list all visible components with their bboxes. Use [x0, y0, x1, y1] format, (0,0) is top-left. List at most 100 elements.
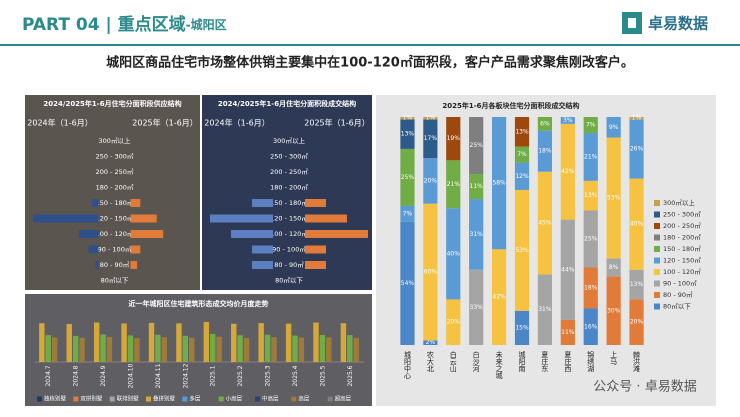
bar — [130, 199, 141, 207]
data-label: 1% — [403, 115, 413, 122]
bar — [264, 334, 271, 362]
category-label: 300㎡以上 — [99, 136, 131, 145]
category-label: 100 - 120㎡ — [96, 229, 134, 238]
category-label: 250 - 300㎡ — [96, 152, 134, 161]
bar-segment — [514, 117, 530, 147]
data-label: 18% — [584, 285, 598, 292]
bar — [216, 336, 222, 362]
bar-segment — [560, 319, 575, 345]
bar-segment — [469, 199, 484, 270]
bar — [231, 230, 273, 238]
bar — [130, 245, 141, 254]
data-label: 16% — [584, 323, 598, 330]
category-label: 250 - 300㎡ — [270, 152, 308, 161]
x-tick-label: 夏庄西 — [564, 351, 572, 373]
data-label: 11% — [470, 183, 484, 190]
data-label: 53% — [515, 247, 529, 254]
bar-segment — [629, 269, 644, 300]
data-label: 30% — [607, 307, 621, 314]
bar-segment — [514, 189, 530, 311]
data-label: 1% — [632, 115, 642, 122]
data-label: 15% — [515, 324, 529, 331]
data-label: 2% — [426, 339, 436, 346]
legend-label: 超高层 — [335, 395, 352, 403]
data-label: 13% — [515, 128, 529, 135]
bar-segment — [491, 117, 507, 250]
legend-swatch — [146, 396, 151, 402]
x-tick-label: 锦绣湖 — [587, 350, 595, 373]
data-label: 18% — [538, 148, 552, 155]
x-tick-label: 白沙河 — [472, 350, 480, 372]
x-tick-label: 未来之城 — [495, 350, 503, 380]
separator: | — [105, 15, 111, 35]
legend-swatch — [182, 396, 188, 402]
bar — [252, 245, 273, 254]
legend-label: 叠拼别墅 — [153, 395, 176, 403]
legend-label: 2024年（1-6月） — [27, 118, 92, 128]
bar-segment — [469, 117, 484, 174]
category-label: 80㎡以下 — [101, 276, 129, 285]
bar — [271, 337, 277, 362]
bar — [305, 261, 326, 269]
data-label: 13% — [401, 131, 415, 138]
bar — [347, 335, 353, 362]
data-label: 19% — [447, 135, 461, 142]
bar — [91, 199, 99, 207]
bar-segment — [560, 117, 575, 124]
data-label: 12% — [515, 173, 529, 180]
x-tick-label: 2025.2 — [237, 365, 244, 386]
legend-swatch — [218, 396, 224, 402]
data-label: 25% — [584, 235, 598, 242]
panel — [202, 95, 372, 290]
section: 重点区域 — [118, 14, 186, 35]
bar — [66, 323, 72, 362]
category-label: 80 - 90㎡ — [100, 260, 130, 269]
data-label: 25% — [401, 174, 415, 181]
bar-segment — [606, 117, 621, 138]
district: -城阳区 — [186, 17, 227, 32]
category-label: 90 - 100㎡ — [272, 245, 306, 254]
slide-header: PART 04 | 重点区域-城阳区 — [22, 14, 227, 35]
legend-label: 120 - 150㎡ — [663, 256, 701, 265]
bar — [203, 322, 210, 362]
bar — [231, 323, 237, 362]
bar-segment — [446, 160, 461, 209]
data-label: 31% — [470, 231, 484, 238]
x-tick-label: 农大北 — [426, 350, 434, 373]
data-label: 1% — [426, 115, 436, 122]
bar — [33, 214, 99, 223]
watermark: 公众号 · 卓易数据 — [593, 380, 696, 395]
data-label: 7% — [586, 121, 596, 128]
bar — [130, 214, 157, 223]
legend-label: 联排别墅 — [117, 395, 140, 403]
legend-swatch — [654, 292, 660, 298]
data-label: 20% — [424, 177, 438, 184]
bar-segment — [514, 162, 530, 190]
data-label: 58% — [492, 180, 506, 187]
data-label: 40% — [630, 221, 644, 228]
x-tick-label: 城阳中心 — [403, 351, 411, 379]
bar-segment — [560, 219, 575, 320]
legend-label: 双拼别墅 — [80, 395, 103, 403]
bar — [45, 335, 51, 362]
bar-segment — [606, 276, 621, 345]
bar-segment — [583, 117, 598, 133]
x-tick-label: 2024.10 — [127, 363, 134, 388]
category-label: 120 - 150㎡ — [96, 214, 134, 223]
data-label: 26% — [630, 145, 644, 152]
bar — [78, 230, 99, 238]
bar — [252, 199, 273, 207]
bar — [79, 337, 85, 362]
data-label: 40% — [447, 250, 461, 257]
bar-segment — [446, 299, 461, 345]
bar — [188, 337, 195, 362]
data-label: 9% — [609, 124, 619, 131]
data-label: 3% — [563, 117, 573, 124]
legend-label: 80 - 90㎡ — [663, 290, 693, 299]
bar — [182, 335, 189, 362]
legend-swatch — [255, 396, 260, 402]
category-label: 180 - 200㎡ — [96, 183, 134, 192]
bar-segment — [446, 117, 461, 161]
category-label: 200 - 250㎡ — [96, 167, 134, 176]
